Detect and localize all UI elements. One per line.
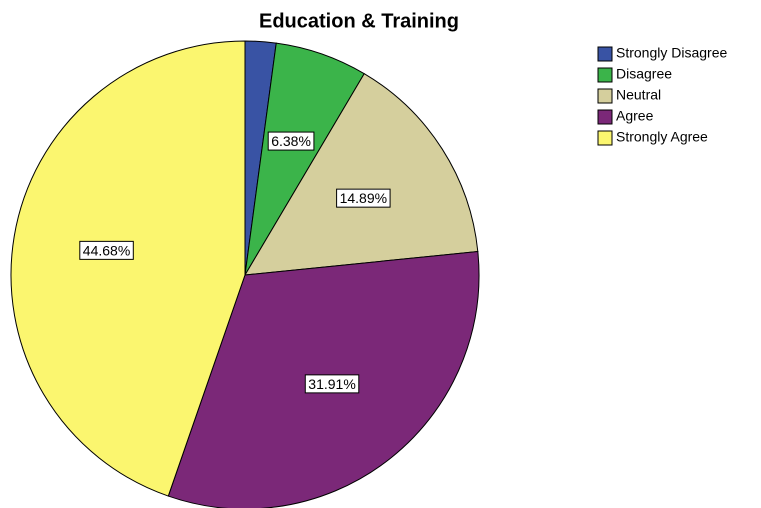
legend-swatch <box>597 88 613 104</box>
legend-swatch <box>597 109 613 125</box>
pie-slice <box>244 72 479 276</box>
data-label-box <box>304 374 360 394</box>
legend-label: Agree <box>616 108 654 124</box>
legend-swatch <box>597 46 613 62</box>
data-label-box <box>336 188 391 208</box>
legend-swatch <box>597 67 613 83</box>
data-label-box <box>79 240 134 260</box>
legend-label: Disagree <box>616 66 672 82</box>
pie-slice <box>10 40 246 497</box>
legend-label: Neutral <box>616 87 661 103</box>
data-label: 6.38% <box>271 133 311 149</box>
chart-title: Education & Training <box>259 10 459 32</box>
data-label-box <box>267 131 315 151</box>
legend-label: Strongly Agree <box>616 129 708 145</box>
data-label: 31.91% <box>308 376 355 392</box>
data-label: 44.68% <box>83 242 130 258</box>
data-label: 14.89% <box>340 190 387 206</box>
legend-swatch <box>597 130 613 146</box>
legend-label: Strongly Disagree <box>616 45 727 61</box>
